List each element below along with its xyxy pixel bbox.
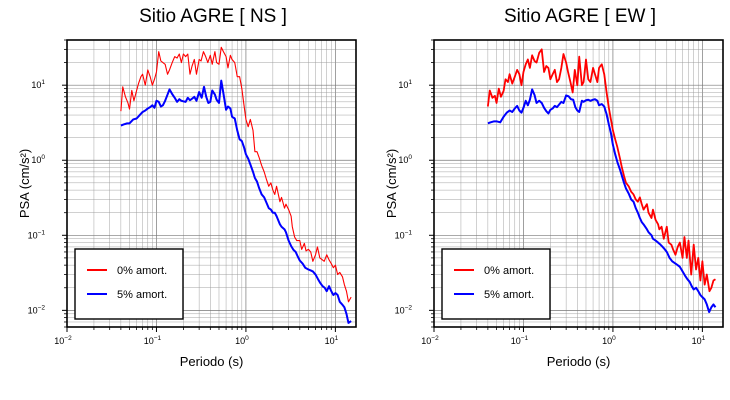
series-line-0 [120,46,352,303]
x-tick-label: 10−1 [144,335,162,346]
x-tick-label: 101 [692,335,706,346]
legend-box [74,248,184,320]
x-tick-label: 10−2 [421,335,439,346]
x-axis-label: Periodo (s) [180,354,244,369]
y-tick-label: 10−2 [28,304,46,315]
legend-label-0: 0% amort. [484,265,534,277]
y-tick-label: 10−1 [28,229,46,240]
series-layer [486,48,717,314]
x-axis-label: Periodo (s) [547,354,611,369]
legend: 0% amort. 5% amort. [441,248,551,320]
y-tick-label: 101 [31,79,45,90]
y-tick-label: 100 [31,154,45,165]
plot-frame [433,39,724,328]
y-axis-label: PSA (cm/s²) [17,149,32,218]
series-layer [120,46,352,324]
legend-box [441,248,551,320]
x-tick-label: 100 [602,335,616,346]
x-tick-label: 10−1 [511,335,529,346]
series-line-1 [120,79,352,324]
ticks-layer: 10−2 10−2 10−1 10−1 100 100 101 101 [395,39,706,346]
legend: 0% amort. 5% amort. [74,248,184,320]
y-tick-label: 100 [398,154,412,165]
chart-title: Sitio AGRE [ NS ] [139,6,287,27]
x-tick-label: 100 [235,335,249,346]
chart-panel-ns: Sitio AGRE [ NS ] 10−2 10−2 10−1 10−1 100 100… [17,6,357,369]
y-axis-label: PSA (cm/s²) [384,149,399,218]
grid [66,39,356,328]
x-tick-label: 101 [325,335,339,346]
y-tick-label: 10−1 [395,229,413,240]
legend-label-1: 5% amort. [484,289,534,301]
x-tick-label: 10−2 [54,335,72,346]
y-tick-label: 101 [398,79,412,90]
legend-label-1: 5% amort. [117,289,167,301]
y-tick-label: 10−2 [395,304,413,315]
plot-frame [66,39,357,328]
series-line-1 [487,88,717,314]
chart-title: Sitio AGRE [ EW ] [504,6,656,27]
chart-panel-ew: Sitio AGRE [ EW ] 10−2 10−2 10−1 10−1 100 100… [384,6,724,369]
series-line-0 [486,48,716,293]
legend-label-0: 0% amort. [117,265,167,277]
